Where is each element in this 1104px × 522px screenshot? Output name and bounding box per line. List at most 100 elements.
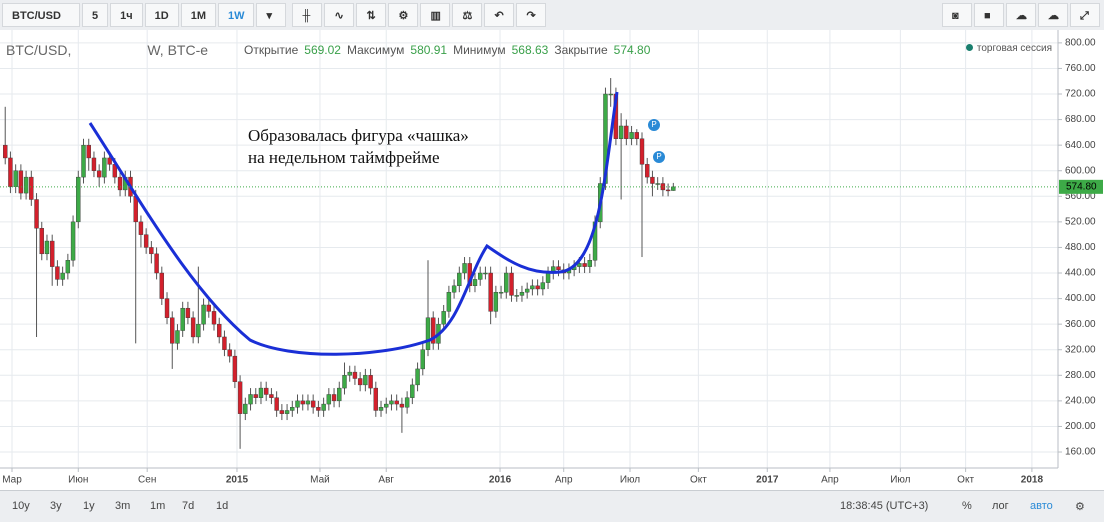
percent-button[interactable]: % [962,500,972,512]
x-tick-label: Авг [378,475,394,486]
settings-button[interactable]: ⚙ [388,3,419,27]
candle-body [34,199,39,229]
candle-body [347,371,352,376]
candle-body [279,410,285,414]
candle-body [49,240,55,267]
candle-body [70,221,76,261]
scales-button[interactable]: ⚖ [452,3,483,27]
candle-body [483,272,488,275]
candle-body [498,291,504,294]
candle-body [472,279,478,287]
indicator-button[interactable]: ∿ [324,3,355,27]
alert-button[interactable]: ▥ [420,3,451,27]
y-tick-label: 440.00 [1065,268,1096,279]
close-label: Закрытие [554,43,608,57]
candle-body [477,272,483,280]
event-marker[interactable] [648,119,660,131]
x-tick-label: 2017 [756,475,779,486]
undo-button[interactable]: ↶ [484,3,515,27]
x-tick-label: 2015 [226,475,249,486]
candle-body [310,400,316,408]
candle-body [441,311,446,325]
range-button[interactable]: 7d [182,500,195,512]
y-tick-label: 520.00 [1065,217,1096,228]
settings-button[interactable]: ⚙ [1075,501,1085,513]
range-button[interactable]: 1m [150,500,166,512]
candle-body [645,164,650,178]
candle-body [530,285,535,290]
candle-body [342,375,347,389]
symbol-button[interactable]: BTC/USD [2,3,80,27]
candle-body [378,407,384,411]
candle-body [540,282,546,290]
candle-body [232,355,238,382]
candle-body [295,400,300,408]
candle-body [18,170,24,194]
interval-button[interactable]: 5 [82,3,109,27]
compare-button[interactable]: ⇅ [356,3,387,27]
save-button[interactable]: ☁ [1038,3,1068,27]
auto-button[interactable]: авто [1030,500,1053,512]
bottom-bar: 10y 3y 1y 3m 1m 7d 1d 18:38:45 (UTC+3) %… [0,490,1104,522]
interval-button[interactable]: 1ч [110,3,143,27]
candle-body [373,387,379,411]
candle-body [60,272,65,280]
open-label: Открытие [244,43,299,57]
candle-body [180,307,185,331]
range-button[interactable]: 10y [12,500,30,512]
candle-body [660,183,666,191]
candle-body [305,400,311,405]
log-button[interactable]: лог [992,500,1009,512]
candle-body [650,176,655,184]
candle-body [352,371,358,379]
event-marker[interactable] [653,151,665,163]
y-tick-label: 480.00 [1065,242,1096,253]
candle-body [363,375,368,386]
range-button[interactable]: 1d [216,500,229,512]
candle-body [211,311,217,325]
candle-body [138,221,144,235]
candle-body [65,260,71,274]
x-tick-label: Июл [620,475,640,486]
candle-body [201,304,206,325]
candle-body [577,263,582,267]
candle-body [91,157,97,171]
candle-body [519,291,525,296]
redo-button[interactable]: ↷ [516,3,547,27]
y-tick-label: 360.00 [1065,319,1096,330]
candle-body [624,125,629,139]
clock: 18:38:45 (UTC+3) [840,500,929,512]
x-tick-label: Окт [690,475,707,486]
interval-button[interactable]: 1M [180,3,216,27]
load-button[interactable]: ☁ [1006,3,1036,27]
range-button[interactable]: 1y [83,500,95,512]
annotation: Образовалась фигура «чашка» [248,126,469,145]
candle-body [582,263,587,267]
y-tick-label: 720.00 [1065,89,1096,100]
interval-button[interactable]: 1W [217,3,255,27]
color-button[interactable]: ■ [974,3,1004,27]
dropdown-button[interactable]: ▾ [256,3,287,27]
x-tick-label: Апр [555,475,573,486]
candle-body [154,253,159,274]
candle-body [493,291,499,312]
fullscreen-button[interactable]: ⤢ [1070,3,1100,27]
y-tick-label: 560.00 [1065,191,1096,202]
candle-body [143,234,149,248]
candle-body [300,400,305,405]
candle-body [248,394,253,405]
close-value: 574.80 [613,43,651,57]
range-button[interactable]: 3y [50,500,62,512]
candle-body [76,176,81,223]
candle-body [415,368,420,386]
chart-style-button[interactable]: ╫ [292,3,323,27]
candle-body [587,260,593,267]
x-tick-label: Апр [821,475,839,486]
range-button[interactable]: 3m [115,500,131,512]
candle-body [3,144,8,159]
candle-body [269,394,274,398]
interval-button[interactable]: 1D [144,3,179,27]
candle-body [149,247,154,255]
snapshot-button[interactable]: ◙ [942,3,972,27]
open-value: 569.02 [304,43,341,57]
